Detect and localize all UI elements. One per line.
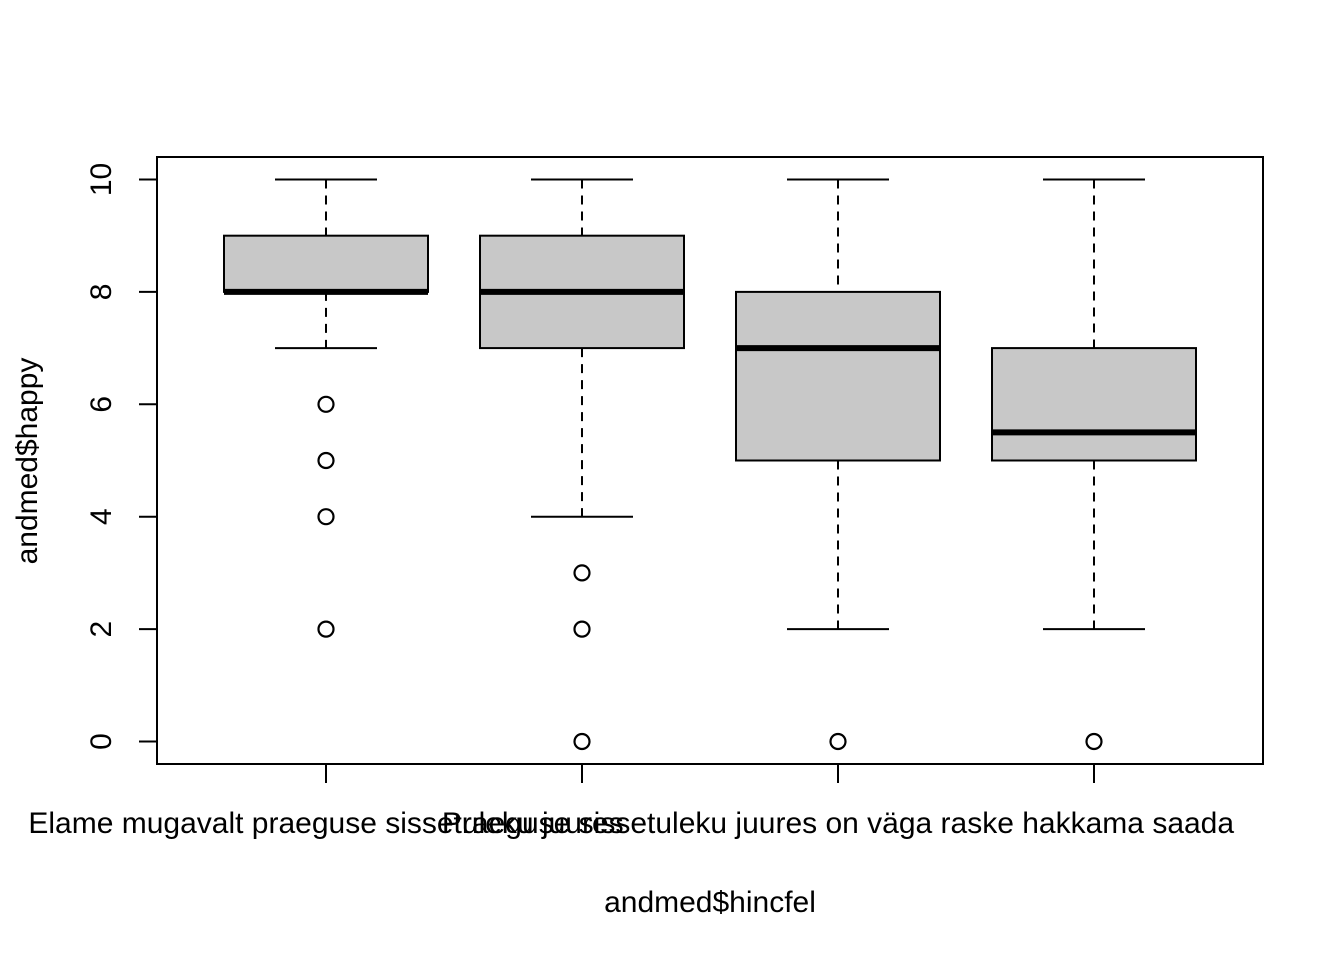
- outlier-point: [317, 395, 335, 413]
- y-tick-label: 0: [85, 733, 118, 750]
- outlier-point: [317, 451, 335, 470]
- iqr-box: [223, 234, 429, 293]
- box-group: [479, 178, 685, 751]
- y-tick-label: 6: [85, 396, 118, 413]
- boxes: [223, 178, 1197, 751]
- outlier-point: [573, 732, 591, 751]
- iqr-box: [735, 290, 941, 462]
- x-tick-label: Elame mugavalt praeguse sissetuleku juur…: [28, 807, 623, 840]
- x-tick-label: Praeguse sissetuleku juures on väga rask…: [442, 807, 1234, 840]
- y-tick-label: 4: [85, 508, 118, 525]
- y-tick-label: 8: [85, 284, 118, 301]
- box-group: [223, 178, 429, 638]
- box-group: [991, 178, 1197, 751]
- x-axis: Elame mugavalt praeguse sissetuleku juur…: [28, 763, 1234, 840]
- outlier-point: [573, 620, 591, 638]
- y-tick-label: 10: [85, 163, 118, 196]
- box-group: [735, 178, 941, 751]
- y-axis: 0 2 4 6 8 10: [85, 163, 158, 750]
- iqr-box: [991, 347, 1197, 462]
- outlier-point: [317, 508, 335, 526]
- y-tick-label: 2: [85, 621, 118, 638]
- y-axis-label: andmed$happy: [11, 358, 44, 565]
- outlier-point: [573, 564, 591, 582]
- outlier-point: [317, 620, 335, 638]
- outlier-point: [829, 732, 847, 751]
- outlier-point: [1085, 732, 1103, 751]
- x-axis-label: andmed$hincfel: [604, 886, 816, 919]
